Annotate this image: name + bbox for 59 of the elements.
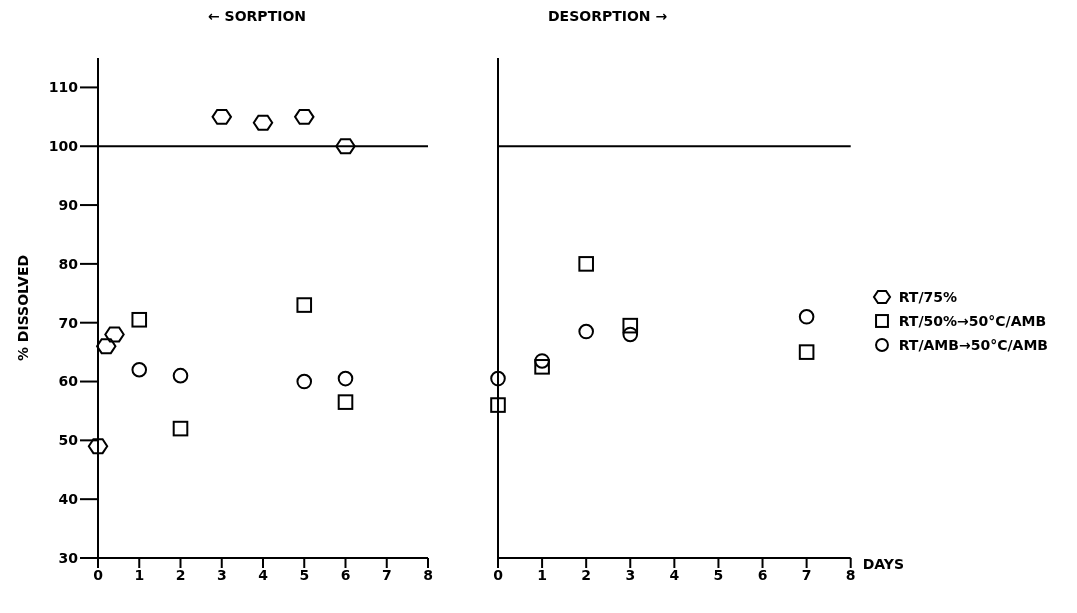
point [96, 338, 117, 355]
x-tick-label: 1 [537, 566, 547, 583]
legend-label: RT/75% [898, 289, 958, 305]
point [490, 397, 506, 413]
x-tick-label: 2 [581, 566, 592, 583]
point [578, 256, 594, 272]
point [172, 420, 189, 437]
point [131, 311, 148, 328]
x-tick-label: 4 [669, 566, 680, 583]
point [337, 370, 354, 387]
y-tick-label: 70 [58, 314, 79, 331]
point [131, 361, 148, 378]
y-tick-label: 110 [48, 79, 79, 96]
x-axis-title: DAYS [862, 555, 905, 572]
chart-title: DESORPTION → [547, 8, 669, 26]
y-tick-label: 50 [58, 432, 79, 449]
x-tick-label: 5 [299, 566, 310, 583]
x-tick-label: 3 [216, 566, 227, 583]
point [534, 359, 550, 375]
point [578, 323, 594, 340]
y-tick-label: 40 [58, 491, 79, 508]
point [294, 108, 315, 125]
x-tick-label: 1 [134, 566, 145, 583]
legend-label: RT/AMB→50°C/AMB [898, 337, 1048, 353]
point [798, 344, 815, 360]
x-tick-label: 4 [258, 566, 269, 583]
legend-label: RT/50%→50°C/AMB [898, 313, 1047, 329]
point [296, 297, 313, 313]
y-tick-label: 90 [58, 197, 79, 214]
point [252, 114, 274, 131]
y-axis-title: % DISSOLVED [14, 254, 31, 362]
point [622, 326, 639, 343]
x-tick-label: 0 [493, 566, 504, 583]
x-tick-label: 2 [175, 566, 186, 583]
y-tick-label: 30 [58, 549, 79, 566]
x-tick-label: 7 [381, 566, 392, 583]
point [337, 394, 354, 410]
point [622, 317, 639, 334]
point [104, 326, 125, 343]
point [490, 370, 506, 387]
y-tick-label: 60 [58, 373, 79, 390]
point [798, 309, 815, 325]
chart-title: ← SORPTION [207, 8, 307, 26]
x-tick-label: 8 [845, 566, 856, 583]
point [211, 108, 232, 125]
x-tick-label: 5 [713, 566, 724, 583]
x-tick-label: 3 [625, 566, 636, 583]
x-tick-label: 6 [757, 566, 768, 583]
y-tick-label: 100 [48, 138, 79, 155]
x-tick-label: 8 [423, 566, 433, 583]
point [87, 438, 109, 455]
point [335, 138, 356, 155]
x-tick-label: 6 [340, 566, 351, 583]
point [296, 373, 313, 390]
x-tick-label: 7 [801, 566, 812, 583]
x-tick-label: 0 [93, 566, 104, 583]
point [534, 353, 550, 369]
point [172, 367, 189, 384]
y-tick-label: 80 [58, 255, 79, 272]
